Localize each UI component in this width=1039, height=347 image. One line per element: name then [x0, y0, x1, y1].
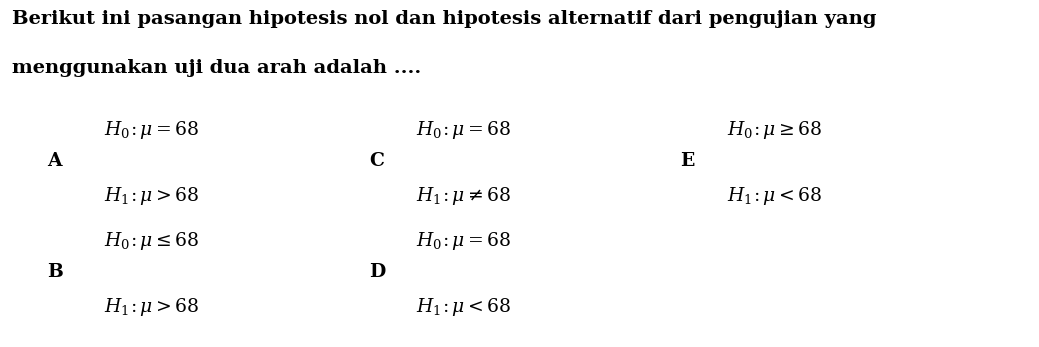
Text: $H_1\!:\mu<68$: $H_1\!:\mu<68$: [727, 185, 823, 207]
Text: $H_0\!:\mu\geq68$: $H_0\!:\mu\geq68$: [727, 119, 823, 141]
Text: C: C: [369, 152, 383, 170]
Text: $H_0\!:\mu=68$: $H_0\!:\mu=68$: [104, 119, 199, 141]
Text: $H_0\!:\mu=68$: $H_0\!:\mu=68$: [416, 119, 511, 141]
Text: E: E: [681, 152, 695, 170]
Text: $H_1\!:\mu>68$: $H_1\!:\mu>68$: [104, 296, 199, 318]
Text: menggunakan uji dua arah adalah ....: menggunakan uji dua arah adalah ....: [12, 59, 422, 77]
Text: $H_0\!:\mu=68$: $H_0\!:\mu=68$: [416, 230, 511, 252]
Text: D: D: [369, 263, 385, 281]
Text: A: A: [47, 152, 61, 170]
Text: B: B: [47, 263, 62, 281]
Text: $H_1\!:\mu\neq68$: $H_1\!:\mu\neq68$: [416, 185, 511, 207]
Text: Berikut ini pasangan hipotesis nol dan hipotesis alternatif dari pengujian yang: Berikut ini pasangan hipotesis nol dan h…: [12, 10, 877, 28]
Text: $H_0\!:\mu\leq68$: $H_0\!:\mu\leq68$: [104, 230, 199, 252]
Text: $H_1\!:\mu>68$: $H_1\!:\mu>68$: [104, 185, 199, 207]
Text: $H_1\!:\mu<68$: $H_1\!:\mu<68$: [416, 296, 511, 318]
